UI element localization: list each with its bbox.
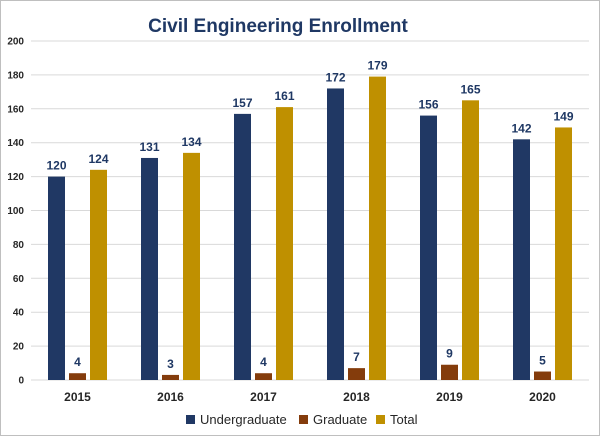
y-axis: 0 20 40 60 80 100 120 140 160 180 200 (7, 37, 24, 387)
data-label: 134 (181, 135, 201, 149)
y-tick-label: 40 (13, 308, 25, 319)
y-tick-label: 140 (7, 138, 24, 149)
bar-undergraduate-2020 (513, 139, 530, 380)
data-label: 4 (74, 355, 81, 369)
bar-graduate-2020 (534, 371, 551, 380)
bars (48, 76, 572, 381)
bar-undergraduate-2017 (234, 113, 251, 380)
bar-undergraduate-2019 (420, 115, 437, 380)
chart-title: Civil Engineering Enrollment (148, 16, 408, 37)
bar-total-2019 (462, 100, 479, 380)
bar-undergraduate-2016 (141, 157, 158, 380)
legend: Undergraduate Graduate Total (186, 412, 418, 427)
bar-undergraduate-2015 (48, 176, 65, 380)
bar-total-2017 (276, 107, 293, 380)
y-tick-label: 100 (7, 206, 24, 217)
y-tick-label: 60 (13, 274, 25, 285)
x-axis: 2015 2016 2017 2018 2019 2020 (64, 390, 556, 404)
data-label: 172 (325, 70, 345, 84)
bar-graduate-2019 (441, 364, 458, 380)
data-label: 124 (88, 152, 108, 166)
legend-item-graduate: Graduate (299, 412, 367, 427)
legend-swatch (186, 415, 195, 424)
bar-total-2020 (555, 127, 572, 380)
bar-total-2015 (90, 169, 107, 380)
data-label: 7 (353, 350, 360, 364)
y-tick-label: 180 (7, 70, 24, 81)
legend-item-undergraduate: Undergraduate (186, 412, 287, 427)
y-tick-label: 80 (13, 240, 25, 251)
legend-label: Total (390, 412, 418, 427)
y-tick-label: 0 (18, 376, 24, 387)
data-label: 161 (274, 89, 294, 103)
y-tick-label: 160 (7, 104, 24, 115)
x-tick-label: 2019 (436, 390, 463, 404)
legend-swatch (376, 415, 385, 424)
data-label: 4 (260, 355, 267, 369)
x-tick-label: 2020 (529, 390, 556, 404)
legend-label: Undergraduate (200, 412, 287, 427)
bar-undergraduate-2018 (327, 88, 344, 381)
data-label: 149 (553, 109, 573, 123)
bar-total-2016 (183, 152, 200, 380)
data-labels: 120 4 124 131 3 134 157 4 161 172 7 179 156 9 165 142 5 1… (46, 59, 573, 371)
data-label: 9 (446, 347, 453, 361)
data-label: 3 (167, 357, 174, 371)
data-label: 120 (46, 159, 66, 173)
bar-total-2018 (369, 76, 386, 380)
data-label: 156 (418, 98, 438, 112)
x-tick-label: 2016 (157, 390, 184, 404)
data-label: 5 (539, 354, 546, 368)
legend-swatch (299, 415, 308, 424)
legend-item-total: Total (376, 412, 418, 427)
y-tick-label: 120 (7, 172, 24, 183)
data-label: 142 (511, 121, 531, 135)
x-tick-label: 2017 (250, 390, 277, 404)
gridlines (31, 40, 589, 381)
data-label: 157 (232, 96, 252, 110)
bar-graduate-2016 (162, 374, 179, 380)
legend-label: Graduate (313, 412, 367, 427)
bar-graduate-2017 (255, 373, 272, 380)
y-tick-label: 20 (13, 342, 25, 353)
bar-graduate-2015 (69, 373, 86, 380)
x-tick-label: 2018 (343, 390, 370, 404)
data-label: 165 (460, 82, 480, 96)
y-tick-label: 200 (7, 37, 24, 48)
data-label: 131 (139, 140, 159, 154)
data-label: 179 (367, 59, 387, 73)
x-tick-label: 2015 (64, 390, 91, 404)
bar-graduate-2018 (348, 368, 365, 380)
